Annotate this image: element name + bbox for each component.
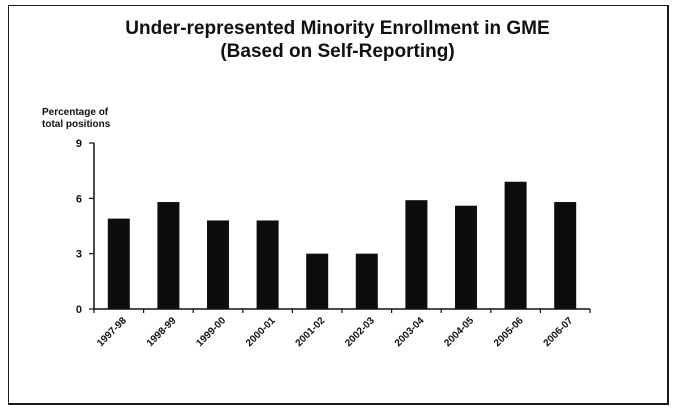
bar-1998-99 (157, 202, 180, 309)
bar-2000-01 (256, 220, 279, 309)
bar-2002-03 (355, 253, 378, 309)
bar-1999-00 (207, 220, 229, 309)
x-tick-label: 1999-00 (194, 315, 228, 349)
bar-2005-06 (504, 181, 527, 309)
y-axis-label-line1: Percentage of (42, 107, 109, 118)
y-tick-label: 0 (76, 304, 82, 316)
x-tick-label: 2002-03 (343, 315, 377, 349)
x-tick-label: 1997-98 (95, 315, 129, 349)
chart-subtitle: (Based on Self-Reporting) (220, 41, 455, 62)
y-tick-label: 9 (76, 138, 82, 150)
bar-2003-04 (405, 200, 428, 309)
x-tick-label: 1998-99 (145, 315, 179, 349)
x-tick-label: 2000-01 (244, 315, 278, 349)
y-axis-label: Percentage of total positions (42, 107, 110, 131)
y-tick-label: 3 (76, 249, 82, 261)
bar-2001-02 (306, 253, 329, 309)
y-axis-label-line2: total positions (42, 119, 111, 130)
bar-1997-98 (107, 218, 130, 309)
bar-2004-05 (455, 205, 477, 309)
bar-2006-07 (554, 202, 577, 309)
chart-title: Under-represented Minority Enrollment in… (125, 18, 550, 39)
x-tick-label: 2005-06 (492, 315, 526, 349)
x-tick-label: 2004-05 (442, 315, 476, 349)
x-tick-label: 2003-04 (393, 315, 427, 349)
x-tick-label: 2001-02 (294, 315, 328, 349)
y-tick-label: 6 (76, 193, 82, 205)
x-tick-label: 2006-07 (542, 315, 576, 349)
